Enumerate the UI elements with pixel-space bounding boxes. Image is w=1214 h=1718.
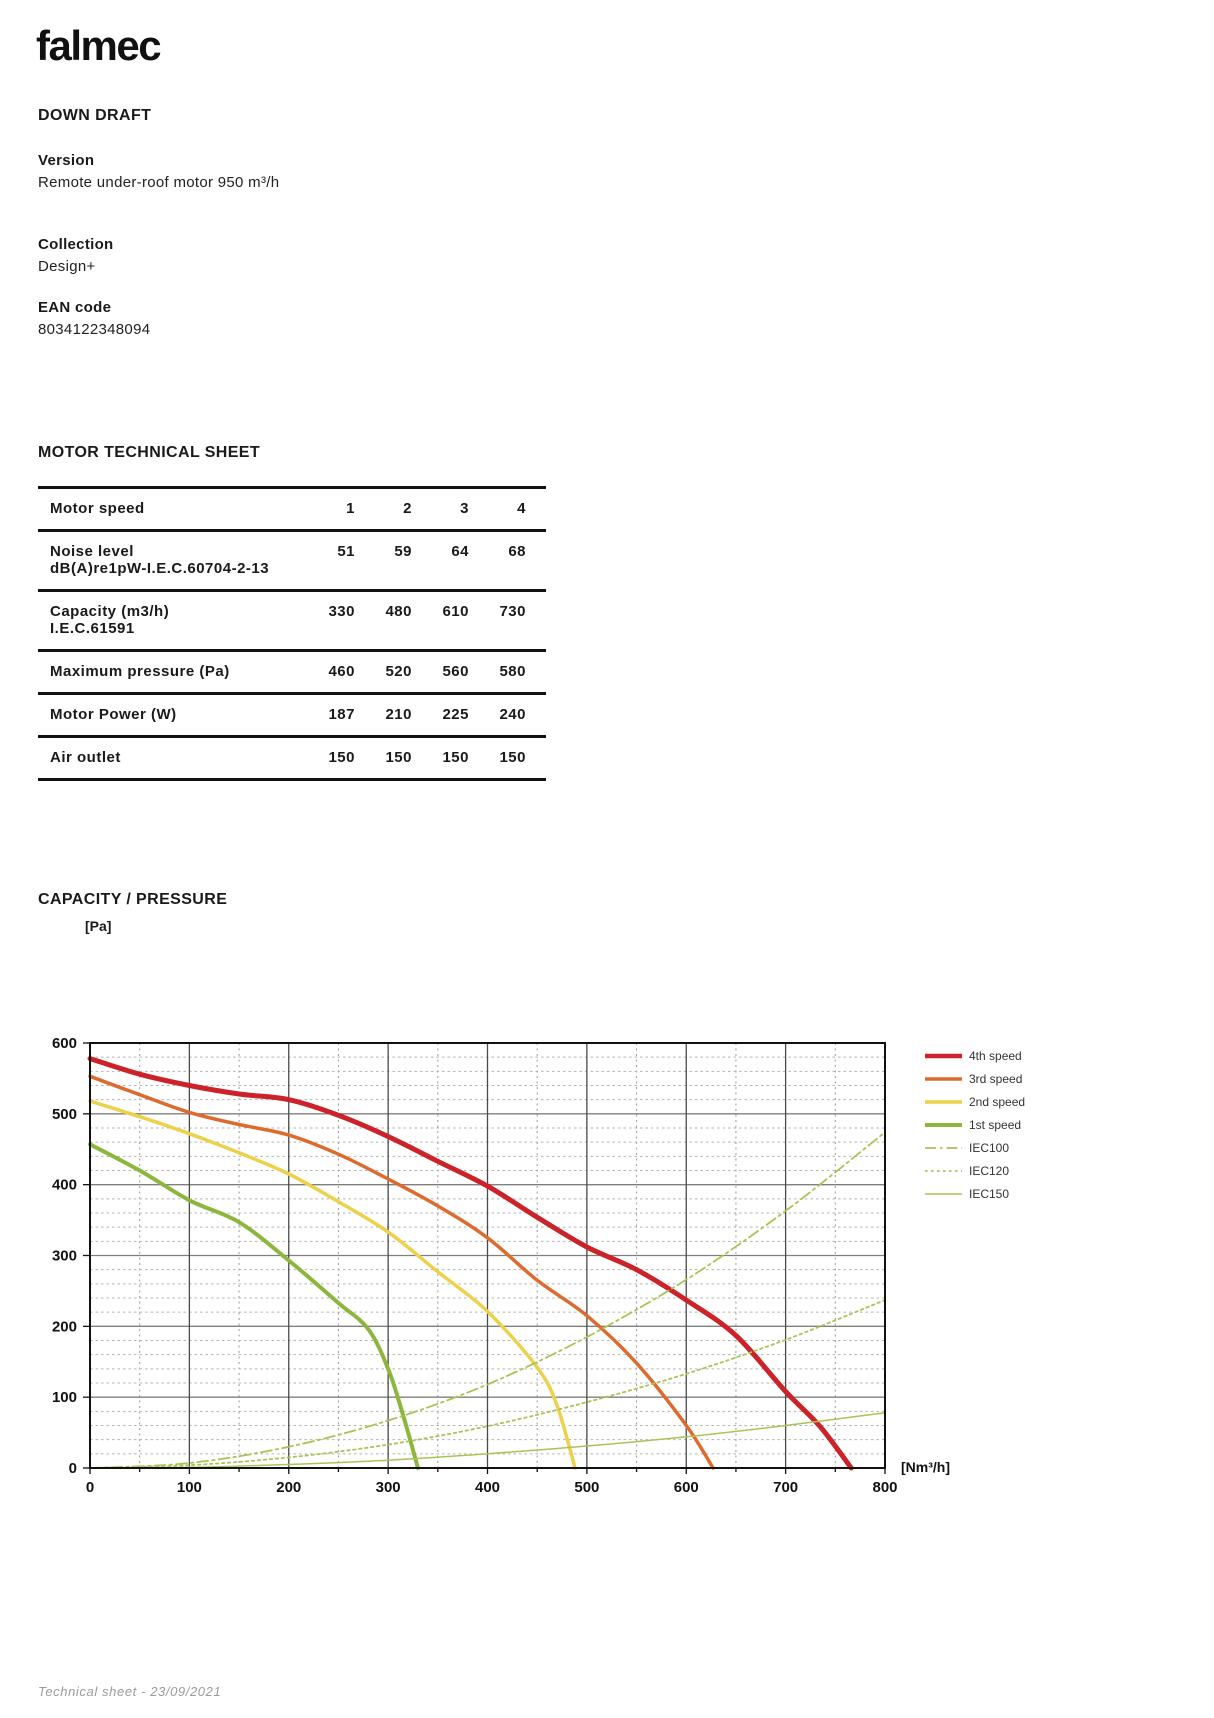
series-3rd-speed bbox=[88, 1074, 715, 1470]
y-tick-label: 400 bbox=[52, 1177, 77, 1194]
row-value: 580 bbox=[499, 663, 526, 680]
header-speed-column: 2 bbox=[403, 500, 412, 517]
legend-label: IEC120 bbox=[969, 1164, 1009, 1178]
y-tick-label: 500 bbox=[52, 1106, 77, 1123]
x-tick-label: 100 bbox=[177, 1479, 202, 1496]
version-label: Version bbox=[38, 152, 95, 169]
table-row: Motor Power (W) 187 210 225 240 bbox=[38, 693, 546, 737]
row-value: 560 bbox=[442, 663, 469, 680]
row-value: 460 bbox=[328, 663, 355, 680]
row-value: 520 bbox=[385, 663, 412, 680]
footer-text: Technical sheet - 23/09/2021 bbox=[38, 1684, 222, 1699]
x-tick-label: 300 bbox=[376, 1479, 401, 1496]
row-value: 225 bbox=[442, 706, 469, 723]
header-speed-column: 1 bbox=[346, 500, 355, 517]
collection-value: Design+ bbox=[38, 258, 96, 275]
product-title: DOWN DRAFT bbox=[38, 107, 152, 124]
table-row: Capacity (m3/h) I.E.C.61591 330 480 610 730 bbox=[38, 590, 546, 651]
x-tick-label: 600 bbox=[674, 1479, 699, 1496]
x-tick-label: 200 bbox=[276, 1479, 301, 1496]
row-label-sub: dB(A)re1pW-I.E.C.60704-2-13 bbox=[50, 560, 270, 577]
row-pad bbox=[526, 591, 546, 651]
version-field: Version Remote under-roof motor 950 m³/h bbox=[38, 150, 298, 194]
y-axis-unit-label: [Pa] bbox=[85, 918, 112, 934]
row-label-main: Capacity (m3/h) bbox=[50, 603, 170, 620]
header-speed-column: 3 bbox=[460, 500, 469, 517]
motor-table-title: MOTOR TECHNICAL SHEET bbox=[38, 444, 261, 461]
row-value: 610 bbox=[442, 603, 469, 620]
row-label: Capacity (m3/h) I.E.C.61591 bbox=[38, 591, 298, 651]
legend-label: IEC150 bbox=[969, 1187, 1009, 1201]
series-iec100 bbox=[89, 1131, 886, 1469]
series-iec120 bbox=[89, 1299, 886, 1469]
row-value: 187 bbox=[328, 706, 355, 723]
y-tick-label: 100 bbox=[52, 1389, 77, 1406]
version-value: Remote under-roof motor 950 m³/h bbox=[38, 174, 280, 191]
row-value: 59 bbox=[394, 543, 412, 560]
table-row: Maximum pressure (Pa) 460 520 560 580 bbox=[38, 650, 546, 694]
row-value: 51 bbox=[337, 543, 355, 560]
legend-label: 2nd speed bbox=[969, 1095, 1025, 1109]
header-pad bbox=[526, 488, 546, 531]
legend-label: 4th speed bbox=[969, 1049, 1022, 1063]
row-label-main: Noise level bbox=[50, 543, 134, 560]
x-tick-label: 800 bbox=[872, 1479, 897, 1496]
row-value: 210 bbox=[385, 706, 412, 723]
row-pad bbox=[526, 531, 546, 591]
table-header-row: Motor speed 1 2 3 4 bbox=[38, 488, 546, 531]
row-value: 480 bbox=[385, 603, 412, 620]
row-value: 150 bbox=[442, 749, 469, 766]
row-label: Motor Power (W) bbox=[38, 694, 298, 737]
table-row: Air outlet 150 150 150 150 bbox=[38, 736, 546, 780]
series-4th-speed bbox=[87, 1056, 854, 1471]
y-tick-label: 200 bbox=[52, 1318, 77, 1335]
row-value: 330 bbox=[328, 603, 355, 620]
x-tick-label: 0 bbox=[86, 1479, 94, 1496]
series-1st-speed bbox=[88, 1142, 420, 1470]
x-tick-label: 700 bbox=[773, 1479, 798, 1496]
legend-label: IEC100 bbox=[969, 1141, 1009, 1155]
row-value: 240 bbox=[499, 706, 526, 723]
row-value: 64 bbox=[451, 543, 469, 560]
row-pad bbox=[526, 694, 546, 737]
series-iec150 bbox=[89, 1412, 886, 1469]
ean-field: EAN code 8034122348094 bbox=[38, 297, 298, 341]
y-tick-label: 0 bbox=[69, 1460, 77, 1477]
series-2nd-speed bbox=[88, 1099, 577, 1470]
legend-label: 3rd speed bbox=[969, 1072, 1022, 1086]
y-tick-label: 600 bbox=[52, 1035, 77, 1052]
motor-spec-table: Motor speed 1 2 3 4 Noise level dB(A)re1pW-I.E… bbox=[38, 486, 546, 781]
ean-label: EAN code bbox=[38, 299, 112, 316]
row-value: 150 bbox=[499, 749, 526, 766]
ean-value: 8034122348094 bbox=[38, 321, 151, 338]
collection-field: Collection Design+ bbox=[38, 234, 298, 278]
row-value: 150 bbox=[385, 749, 412, 766]
row-pad bbox=[526, 737, 546, 780]
table-row: Noise level dB(A)re1pW-I.E.C.60704-2-13 51… bbox=[38, 530, 546, 591]
row-label-sub: I.E.C.61591 bbox=[50, 620, 135, 637]
row-value: 730 bbox=[499, 603, 526, 620]
collection-label: Collection bbox=[38, 236, 114, 253]
row-label: Air outlet bbox=[38, 737, 298, 780]
row-label: Maximum pressure (Pa) bbox=[38, 651, 298, 694]
legend-label: 1st speed bbox=[969, 1118, 1021, 1132]
capacity-pressure-chart: 0 100 200 300 400 500 600 700 800 0 100 200 300 400 50… bbox=[52, 1035, 1025, 1496]
row-pad bbox=[526, 651, 546, 694]
row-label-main: Maximum pressure (Pa) bbox=[50, 663, 230, 680]
falmec-logo: falmec bbox=[36, 22, 162, 69]
row-label-main: Air outlet bbox=[50, 749, 121, 766]
row-value: 68 bbox=[508, 543, 526, 560]
x-tick-label: 500 bbox=[574, 1479, 599, 1496]
chart-title: CAPACITY / PRESSURE bbox=[38, 891, 228, 908]
row-label: Noise level dB(A)re1pW-I.E.C.60704-2-13 bbox=[38, 531, 298, 591]
x-axis-unit-label: [Nm³/h] bbox=[901, 1459, 950, 1475]
row-value: 150 bbox=[328, 749, 355, 766]
x-tick-label: 400 bbox=[475, 1479, 500, 1496]
row-label-main: Motor Power (W) bbox=[50, 706, 177, 723]
y-tick-label: 300 bbox=[52, 1248, 77, 1265]
header-label: Motor speed bbox=[50, 500, 145, 517]
header-speed-column: 4 bbox=[517, 500, 526, 517]
